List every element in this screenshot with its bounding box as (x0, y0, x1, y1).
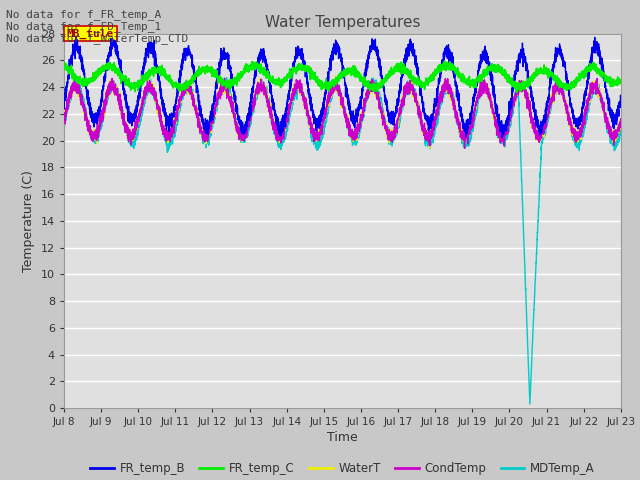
Legend: FR_temp_B, FR_temp_C, WaterT, CondTemp, MDTemp_A: FR_temp_B, FR_temp_C, WaterT, CondTemp, … (85, 457, 600, 480)
Text: No data for f_WaterTemp_CTD: No data for f_WaterTemp_CTD (6, 33, 189, 44)
Y-axis label: Temperature (C): Temperature (C) (22, 170, 35, 272)
Title: Water Temperatures: Water Temperatures (265, 15, 420, 30)
X-axis label: Time: Time (327, 431, 358, 444)
Text: No data for f_FR_temp_A: No data for f_FR_temp_A (6, 9, 162, 20)
Text: No data for f_FD_Temp_1: No data for f_FD_Temp_1 (6, 21, 162, 32)
Text: MB_tule: MB_tule (67, 28, 114, 38)
